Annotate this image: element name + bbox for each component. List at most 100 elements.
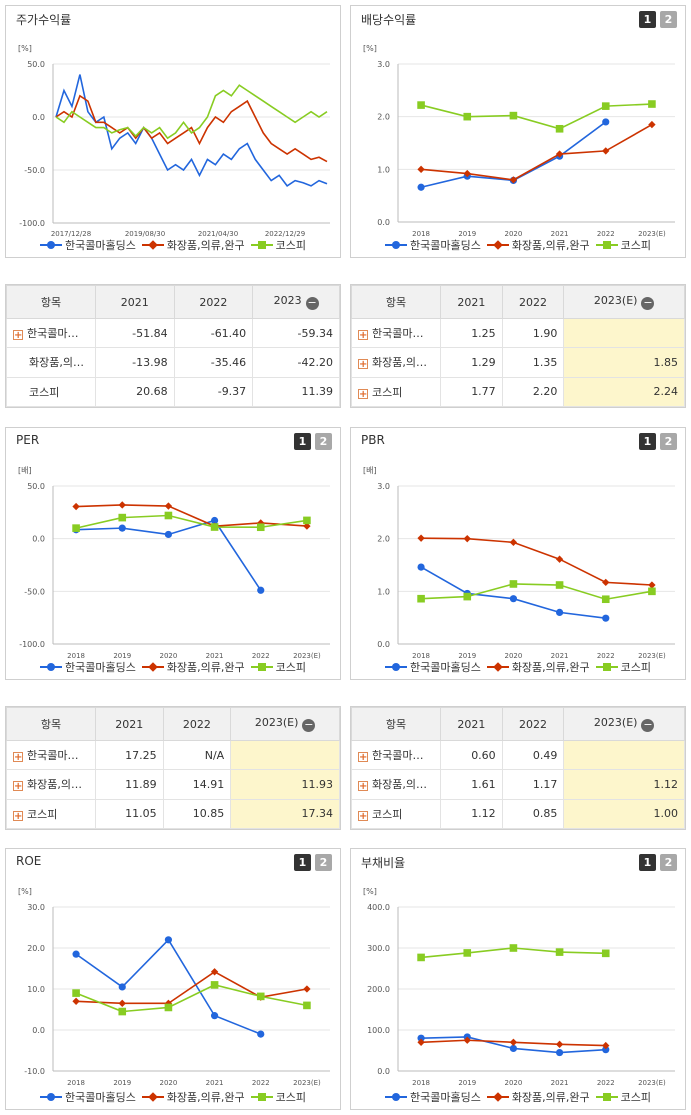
data-point (602, 578, 610, 587)
table-cell: 1.25 (440, 317, 503, 349)
data-point (303, 516, 311, 525)
header-label: 2021 (457, 295, 486, 309)
row-name: + 한국콜마… (6, 739, 96, 771)
page-button-2[interactable]: 2 (660, 854, 677, 871)
legend-label: 화장품,의류,완구 (511, 1091, 590, 1104)
collapse-icon[interactable]: − (302, 718, 316, 732)
data-point (256, 523, 265, 532)
x-tick-label: 2022/12/29 (265, 230, 305, 238)
page-button-1[interactable]: 1 (294, 854, 311, 871)
data-point (509, 1044, 518, 1053)
data-point (210, 1012, 219, 1020)
legend-marker-icon (486, 1092, 509, 1102)
table-row: + 화장품,의… 1.61 1.17 1.12 (351, 769, 685, 800)
row-name: + 화장품,의… (351, 769, 441, 800)
data-point (303, 985, 311, 993)
expand-icon[interactable]: + (13, 330, 23, 342)
row-label: 한국콜마… (27, 327, 79, 341)
row-label: 코스피 (27, 807, 58, 821)
column-header-year: 2021 (440, 707, 503, 741)
y-tick-label: 50.0 (27, 482, 45, 491)
page-button-2[interactable]: 2 (660, 11, 677, 28)
data-point (417, 953, 425, 962)
page-button-1[interactable]: 1 (294, 433, 311, 450)
data-point (601, 102, 610, 110)
expand-icon[interactable]: + (358, 330, 368, 342)
collapse-icon[interactable]: − (641, 718, 655, 732)
expand-icon[interactable]: + (358, 752, 368, 764)
expand-icon[interactable]: + (13, 752, 23, 764)
row-label: 코스피 (372, 385, 403, 399)
table-cell: 11.05 (95, 798, 164, 830)
table-row: + 화장품,의… 11.89 14.91 11.93 (6, 769, 340, 800)
column-header-year: 2022 (501, 707, 565, 741)
legend-item: 한국콜마홀딩스 (384, 237, 481, 253)
row-label: 화장품,의… (29, 356, 84, 370)
page-button-1[interactable]: 1 (639, 854, 656, 871)
legend-label: 한국콜마홀딩스 (64, 239, 136, 252)
data-point (648, 120, 656, 129)
series-line (75, 984, 308, 1013)
table-cell: 1.61 (440, 769, 503, 800)
legend-item: 화장품,의류,완구 (141, 1089, 245, 1105)
column-header-year: 2023(E) − (230, 707, 340, 741)
collapse-icon[interactable]: − (305, 296, 319, 310)
header-label: 2023(E) (254, 716, 299, 729)
collapse-icon[interactable]: − (641, 296, 655, 310)
expand-icon[interactable]: + (358, 388, 368, 400)
data-point (509, 595, 518, 603)
page-button-2[interactable]: 2 (315, 854, 332, 871)
header-label: 2023(E) (593, 294, 638, 307)
expand-icon[interactable]: + (13, 810, 23, 822)
data-table: 항목 2021 2022 2023(E) − + 한국콜마… 0.60 0.49 + 화장품,의… 1… (350, 706, 686, 830)
expand-icon[interactable]: + (358, 359, 368, 371)
x-tick-label: 2019/08/30 (125, 230, 165, 238)
x-tick-label: 2022 (597, 230, 615, 238)
legend-item: 코스피 (595, 1089, 651, 1105)
x-tick-label: 2019 (458, 652, 476, 660)
header-label: 항목 (40, 296, 62, 309)
column-header-year: 2021 (95, 285, 175, 319)
data-point (118, 501, 126, 509)
page-button-2[interactable]: 2 (315, 433, 332, 450)
data-point (555, 1040, 564, 1049)
table-cell: -9.37 (173, 376, 254, 408)
expand-icon[interactable]: + (13, 781, 23, 793)
page-button-2[interactable]: 2 (660, 433, 677, 450)
legend-label: 코스피 (620, 661, 652, 674)
table-row: + 한국콜마… 1.25 1.90 (351, 317, 685, 349)
series-line (75, 938, 262, 1035)
x-tick-label: 2023(E) (638, 652, 666, 660)
legend-marker-icon (250, 1092, 273, 1102)
data-point (601, 949, 610, 958)
legend-item: 한국콜마홀딩스 (39, 1089, 136, 1105)
page-button-1[interactable]: 1 (639, 433, 656, 450)
panel-title: PBR (361, 433, 385, 447)
table-cell: 0.85 (501, 798, 565, 830)
data-point (164, 936, 173, 944)
legend-marker-icon (486, 662, 509, 672)
x-tick-label: 2021 (551, 652, 569, 660)
legend-label: 화장품,의류,완구 (166, 661, 245, 674)
table-cell: -35.46 (173, 347, 254, 378)
legend-marker-icon (486, 240, 509, 250)
row-label: 화장품,의… (27, 778, 82, 792)
page-button-1[interactable]: 1 (639, 11, 656, 28)
header-label: 2023(E) (593, 716, 638, 729)
data-point (72, 989, 80, 997)
table-cell: -51.84 (95, 317, 175, 349)
data-point (118, 524, 126, 532)
expand-icon[interactable]: + (358, 810, 368, 822)
x-tick-label: 2023(E) (638, 1079, 666, 1087)
y-tick-label: 30.0 (27, 903, 45, 912)
header-label: 2021 (457, 717, 486, 731)
y-tick-label: 1.0 (377, 165, 390, 174)
legend: 한국콜마홀딩스 화장품,의류,완구 코스피 (351, 659, 685, 675)
legend-marker-icon (39, 1092, 62, 1102)
y-tick-label: 400.0 (367, 903, 390, 912)
expand-icon[interactable]: + (358, 781, 368, 793)
data-point (509, 111, 518, 120)
data-point (417, 183, 425, 191)
